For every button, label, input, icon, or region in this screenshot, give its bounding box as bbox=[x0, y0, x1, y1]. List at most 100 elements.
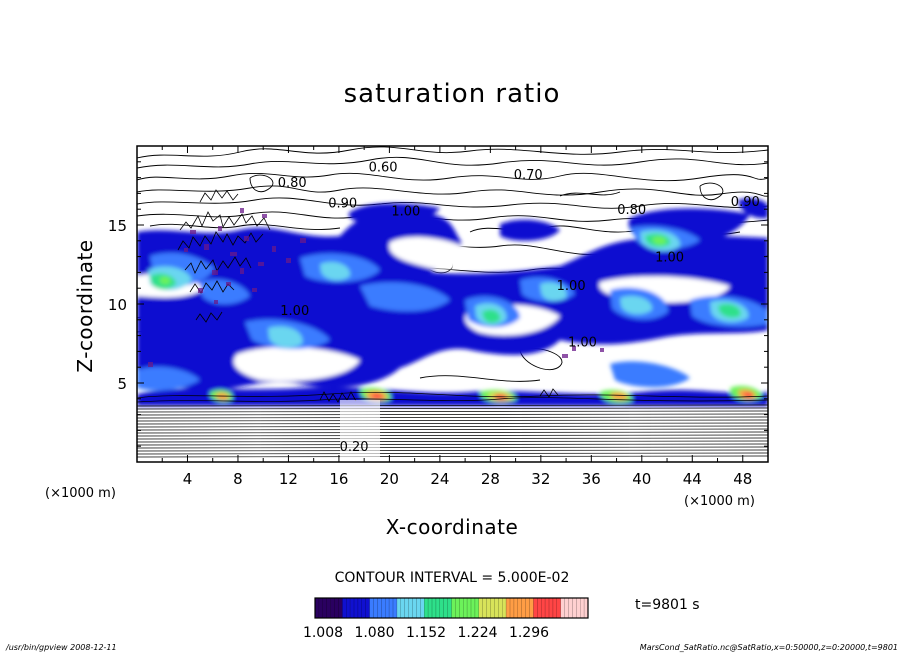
colorbar-cell bbox=[342, 598, 347, 618]
x-tick-label: 32 bbox=[531, 470, 550, 488]
colorbar-frame bbox=[314, 597, 589, 619]
colorbar-cell bbox=[568, 598, 573, 618]
colorbar-tick-label: 1.296 bbox=[509, 625, 549, 641]
colorbar-cell bbox=[478, 598, 483, 618]
colorbar-cell bbox=[486, 598, 491, 618]
colorbar-cell bbox=[357, 598, 363, 618]
x-tick-label: 4 bbox=[183, 470, 193, 488]
colorbar-cell bbox=[525, 598, 530, 618]
colorbar-cell bbox=[330, 598, 335, 618]
x-tick-label: 48 bbox=[733, 470, 752, 488]
colorbar-cell bbox=[393, 598, 398, 618]
colorbar-cell bbox=[564, 598, 569, 618]
colorbar-cell bbox=[474, 598, 480, 618]
colorbar-cell bbox=[400, 598, 405, 618]
colorbar-cell bbox=[506, 598, 511, 618]
colorbar-cell bbox=[541, 598, 546, 618]
colorbar-cell bbox=[447, 598, 452, 618]
contour-label: 0.80 bbox=[278, 176, 307, 191]
colorbar-cell bbox=[552, 598, 558, 618]
colorbar-tick-label: 1.152 bbox=[406, 625, 446, 641]
contour-label: 0.80 bbox=[617, 203, 646, 218]
colorbar-cell bbox=[459, 598, 464, 618]
contour-label: 1.00 bbox=[568, 336, 597, 351]
colorbar-cell bbox=[560, 598, 565, 618]
x-tick-label: 36 bbox=[582, 470, 601, 488]
colorbar-cell bbox=[463, 598, 468, 618]
colorbar-cell bbox=[502, 598, 507, 618]
colorbar-cell bbox=[361, 598, 366, 618]
y-axis-title: Z-coordinate bbox=[73, 239, 97, 372]
contour-label: 0.90 bbox=[328, 197, 357, 212]
x-axis: 4 8 12 16 20 24 28 32 36 40 44 48 bbox=[161, 146, 752, 488]
colorbar-cell bbox=[576, 598, 581, 618]
colorbar-cell bbox=[408, 598, 413, 618]
lower-contours bbox=[137, 391, 768, 458]
colorbar-cell bbox=[584, 598, 589, 618]
x-tick-label: 8 bbox=[233, 470, 243, 488]
colorbar-cell bbox=[396, 598, 402, 618]
colorbar-cell bbox=[315, 598, 320, 618]
x-axis-unit: (×1000 m) bbox=[684, 494, 755, 509]
colorbar-ticks: 1.008 1.080 1.152 1.224 1.296 bbox=[303, 625, 549, 641]
purple-speckle bbox=[148, 208, 604, 367]
colorbar-cell bbox=[377, 598, 382, 618]
colorbar-cell bbox=[529, 598, 534, 618]
colorbar-cell bbox=[533, 598, 538, 618]
colorbar-cell bbox=[443, 598, 448, 618]
colorbar-cell bbox=[334, 598, 339, 618]
colorbar-cell bbox=[439, 598, 444, 618]
colorbar-cell bbox=[467, 598, 472, 618]
x-axis-title: X-coordinate bbox=[386, 515, 519, 539]
contour-label: 1.00 bbox=[391, 205, 420, 220]
x-tick-label: 24 bbox=[430, 470, 449, 488]
colorbar-tick-label: 1.224 bbox=[457, 625, 497, 641]
y-axis-unit: (×1000 m) bbox=[45, 486, 116, 501]
contour-label: 0.20 bbox=[340, 440, 369, 455]
colorbar-cell bbox=[369, 598, 374, 618]
colorbar-cell bbox=[354, 598, 359, 618]
x-tick-label: 20 bbox=[380, 470, 399, 488]
colorbar-cell bbox=[537, 598, 542, 618]
colorbar-cell bbox=[326, 598, 331, 618]
noisy-cluster bbox=[177, 189, 559, 403]
colorbar-cell bbox=[572, 598, 577, 618]
contour-labels: 0.60 0.70 0.80 0.80 0.90 1.00 0.90 1.00 1.00 1.00… bbox=[278, 160, 760, 455]
colorbar-cell bbox=[545, 598, 550, 618]
colorbar-cell bbox=[365, 598, 370, 618]
y-tick-label: 10 bbox=[108, 296, 127, 314]
colorbar-cell bbox=[435, 598, 441, 618]
colorbar-cell bbox=[381, 598, 386, 618]
contour-label: 1.00 bbox=[557, 279, 586, 294]
x-tick-label: 12 bbox=[279, 470, 298, 488]
colorbar-cell bbox=[420, 598, 425, 618]
colorbar-cell bbox=[549, 598, 554, 618]
colorbar-cell bbox=[510, 598, 515, 618]
colorbar-cell bbox=[471, 598, 476, 618]
label-mask bbox=[340, 400, 380, 458]
colorbar-cell bbox=[416, 598, 421, 618]
colorbar-cell bbox=[346, 598, 351, 618]
colorbar-cell bbox=[556, 598, 561, 618]
colorbar-cell bbox=[521, 598, 526, 618]
y-axis: 5 10 15 bbox=[108, 161, 768, 447]
colorbar-cell bbox=[580, 598, 585, 618]
colorbar-cell bbox=[498, 598, 503, 618]
colorbar-cell bbox=[318, 598, 324, 618]
colorbar-cell bbox=[424, 598, 429, 618]
chart-title: saturation ratio bbox=[344, 79, 561, 109]
colorbar-cell bbox=[451, 598, 456, 618]
colorbar-cell bbox=[412, 598, 417, 618]
plot-field bbox=[137, 146, 768, 462]
footer-left: /usr/bin/gpview 2008-12-11 bbox=[5, 643, 117, 652]
colorbar-cell bbox=[350, 598, 355, 618]
colorbar-cell bbox=[494, 598, 499, 618]
y-tick-label: 5 bbox=[117, 375, 127, 393]
colorbar-cell bbox=[513, 598, 519, 618]
colorbar-cell bbox=[385, 598, 390, 618]
y-tick-label: 15 bbox=[108, 217, 127, 235]
x-tick-label: 40 bbox=[632, 470, 651, 488]
contour-label: 0.70 bbox=[514, 168, 543, 183]
colorbar-cell bbox=[389, 598, 394, 618]
